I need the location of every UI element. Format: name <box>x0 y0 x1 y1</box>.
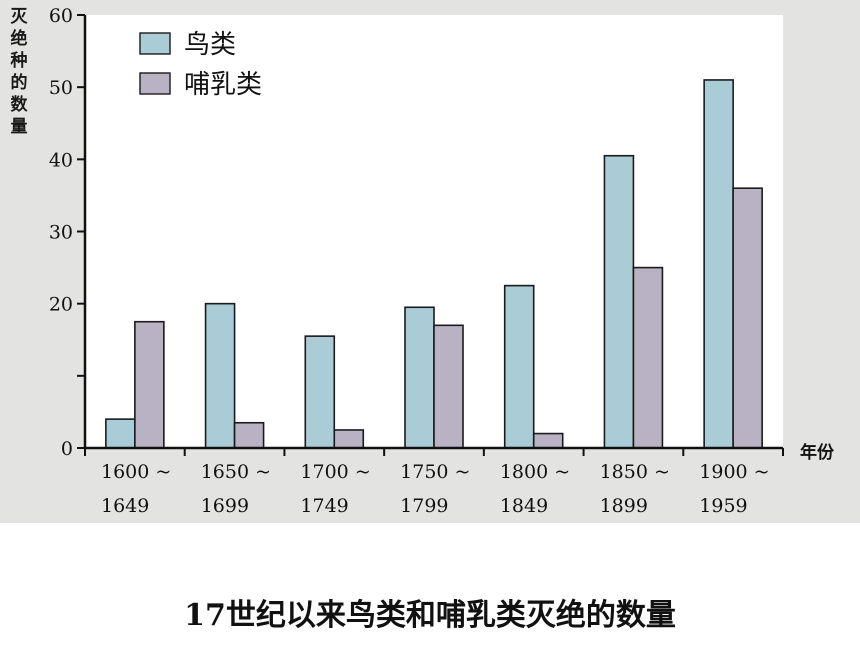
x-tick-label: 1650 ~ <box>201 461 271 483</box>
y-tick-label: 40 <box>49 149 73 171</box>
bar-mammals <box>532 432 564 449</box>
bar-birds <box>503 284 535 449</box>
y-axis-label-char: 绝 <box>10 29 28 49</box>
x-tick-label: 1959 <box>699 495 747 517</box>
x-tick-label: 1600 ~ <box>101 461 171 483</box>
x-tick-label: 1700 ~ <box>300 461 370 483</box>
y-axis-label-char: 灭 <box>10 7 28 27</box>
y-axis-label-char: 量 <box>10 117 28 137</box>
bar-mammals <box>134 320 165 449</box>
bar-birds <box>703 79 734 449</box>
x-tick-label: 1899 <box>600 495 648 517</box>
legend-swatch-birds <box>139 32 171 55</box>
legend-swatch-mammals <box>139 72 171 95</box>
bar-birds <box>404 306 435 449</box>
bar-mammals <box>632 266 664 449</box>
x-tick-label: 1749 <box>300 495 348 517</box>
bar-birds <box>603 154 635 449</box>
x-tick-label: 1800 ~ <box>500 461 570 483</box>
legend-label-birds: 鸟类 <box>184 30 236 60</box>
x-tick-label: 1750 ~ <box>400 461 470 483</box>
y-tick-label: 30 <box>49 222 73 244</box>
y-axis-label-char: 的 <box>10 73 28 93</box>
x-tick-label: 1850 ~ <box>600 461 670 483</box>
bar-mammals <box>333 429 365 449</box>
bar-mammals <box>233 421 265 449</box>
bar-birds <box>105 418 136 449</box>
x-tick-label: 1799 <box>400 495 448 517</box>
x-axis-label: 年份 <box>800 442 835 463</box>
y-axis-label-char: 数 <box>10 95 28 115</box>
x-categories-group: 1600 ~ 1649 1650 ~ 1699 1700 ~ 1749 1750 ~ 1799… <box>101 461 770 517</box>
x-tick-label: 1849 <box>500 495 548 517</box>
y-tick-label: 50 <box>49 77 73 99</box>
x-tick-label: 1900 ~ <box>699 461 769 483</box>
y-ticks-group: 0 20 30 40 50 60 <box>49 5 85 460</box>
y-tick-label: 0 <box>61 438 73 460</box>
x-tick-label: 1699 <box>201 495 249 517</box>
bar-birds <box>204 302 236 449</box>
bars-group <box>105 79 763 449</box>
bar-chart: 0 20 30 40 50 60 1600 ~ 1649 1650 ~ 1699 1700 ~ 17… <box>49 5 835 517</box>
y-tick-label: 60 <box>49 5 73 27</box>
y-axis-label-char: 种 <box>10 51 28 71</box>
x-tick-label: 1649 <box>101 495 149 517</box>
legend-label-mammals: 哺乳类 <box>184 70 262 100</box>
figure-caption: 17世纪以来鸟类和哺乳类灭绝的数量 <box>184 598 676 633</box>
y-tick-label: 20 <box>49 294 73 316</box>
bar-mammals <box>732 187 763 449</box>
bar-mammals <box>433 324 464 449</box>
bar-birds <box>304 335 336 449</box>
